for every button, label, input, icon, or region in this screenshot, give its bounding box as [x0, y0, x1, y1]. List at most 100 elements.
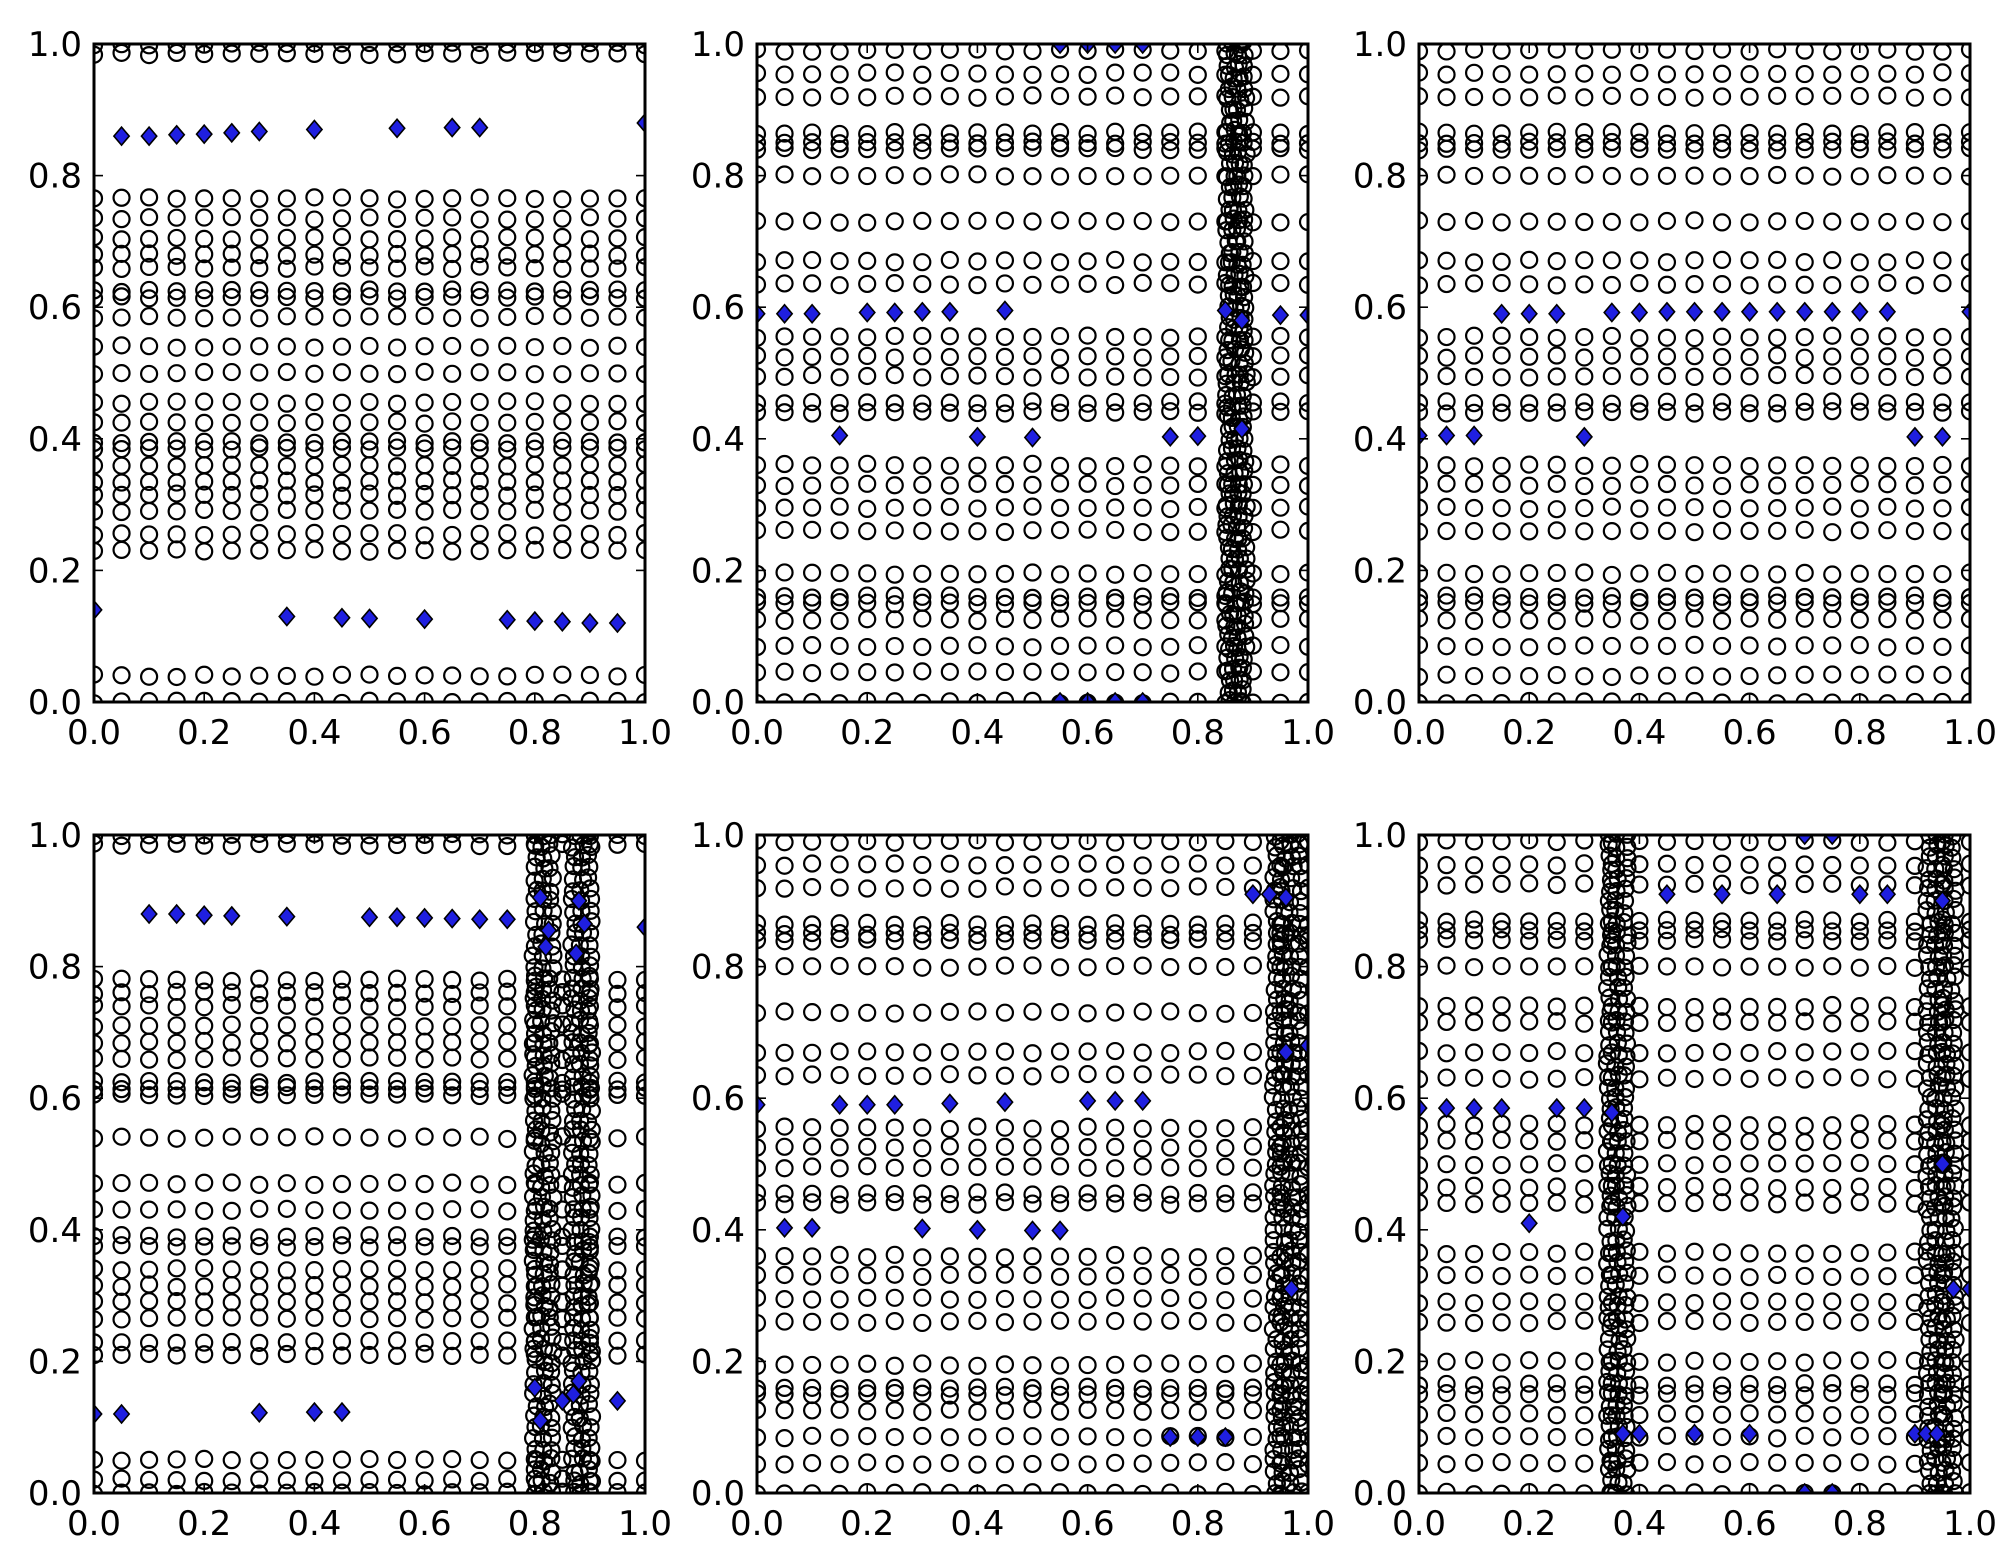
circle-marker	[775, 693, 794, 702]
circle-marker	[1492, 166, 1511, 185]
circle-marker	[1161, 123, 1180, 142]
circle-marker	[1133, 475, 1152, 495]
circle-marker	[1216, 1247, 1235, 1266]
circle-marker	[1823, 1406, 1842, 1425]
circle-marker	[94, 393, 104, 412]
circle-marker	[443, 228, 462, 247]
circle-marker	[995, 564, 1015, 583]
circle-marker	[1905, 611, 1925, 630]
circle-marker	[1419, 835, 1429, 852]
circle-marker	[1933, 455, 1952, 475]
circle-marker	[1713, 1485, 1732, 1493]
circle-marker	[443, 997, 462, 1016]
circle-marker	[1133, 835, 1152, 850]
circle-marker	[608, 209, 627, 228]
circle-marker	[1917, 1364, 1937, 1383]
circle-marker	[1598, 1078, 1618, 1097]
circle-marker	[1823, 911, 1842, 930]
circle-marker	[1216, 1184, 1235, 1203]
x-tick-label: 0.0	[67, 1504, 121, 1544]
circle-marker	[167, 1333, 186, 1352]
circle-marker	[387, 289, 407, 308]
circle-marker	[1106, 327, 1125, 347]
circle-marker	[968, 347, 987, 366]
circle-marker	[387, 835, 407, 844]
circle-marker	[498, 1175, 517, 1195]
circle-marker	[1878, 931, 1897, 950]
circle-marker	[1850, 912, 1869, 931]
circle-marker	[1795, 1070, 1814, 1089]
circle-marker	[1712, 693, 1732, 702]
circle-marker	[968, 1290, 987, 1309]
circle-marker	[94, 281, 104, 300]
circle-marker	[1905, 636, 1925, 655]
circle-marker	[1712, 1292, 1732, 1311]
circle-marker	[1133, 132, 1152, 151]
circle-marker	[1437, 1313, 1456, 1332]
circle-marker	[1437, 586, 1456, 605]
x-tick-label: 1.0	[1943, 713, 1997, 753]
circle-marker	[1188, 915, 1207, 934]
circle-marker	[1437, 1155, 1456, 1174]
circle-marker	[415, 1078, 434, 1098]
circle-marker	[1878, 521, 1897, 540]
circle-marker	[1917, 1131, 1937, 1150]
circle-marker	[1050, 1185, 1070, 1204]
circle-marker	[277, 971, 296, 990]
circle-marker	[112, 1469, 131, 1488]
circle-marker	[885, 140, 904, 159]
circle-marker	[1106, 63, 1125, 82]
circle-marker	[802, 123, 822, 142]
circle-marker	[1657, 402, 1677, 421]
circle-marker	[1657, 392, 1677, 411]
circle-marker	[470, 45, 489, 65]
circle-marker	[995, 1313, 1015, 1332]
circle-marker	[1768, 1292, 1787, 1311]
circle-marker	[995, 956, 1015, 975]
circle-marker	[757, 140, 767, 159]
circle-marker	[802, 211, 822, 230]
circle-marker	[1419, 402, 1429, 422]
circle-marker	[1905, 476, 1925, 495]
diamond-marker	[1419, 425, 1428, 446]
circle-marker	[1905, 212, 1925, 231]
circle-marker	[1878, 835, 1897, 852]
circle-marker	[1740, 167, 1759, 186]
circle-marker	[775, 1067, 794, 1086]
circle-marker	[1161, 252, 1180, 271]
circle-marker	[1602, 587, 1621, 606]
diamond-marker	[1928, 1423, 1946, 1445]
circle-marker	[940, 1065, 959, 1084]
circle-marker	[1492, 956, 1511, 976]
circle-marker	[1905, 1155, 1925, 1174]
circle-marker	[1234, 288, 1254, 307]
x-tick-label: 1.0	[618, 1504, 672, 1544]
circle-marker	[1298, 663, 1308, 682]
circle-marker	[802, 65, 822, 84]
circle-marker	[995, 588, 1015, 607]
circle-marker	[195, 281, 214, 300]
circle-marker	[140, 1200, 159, 1219]
circle-marker	[1795, 1292, 1814, 1311]
circle-marker	[112, 1345, 131, 1364]
circle-marker	[1106, 1384, 1125, 1404]
circle-marker	[1657, 1384, 1677, 1403]
panel-top-right-markers	[1419, 44, 1970, 702]
circle-marker	[277, 456, 296, 476]
circle-marker	[1106, 1159, 1125, 1178]
circle-marker	[1712, 44, 1732, 59]
circle-marker	[968, 1247, 987, 1266]
circle-marker	[1437, 1266, 1456, 1285]
circle-marker	[1630, 636, 1649, 655]
circle-marker	[305, 281, 324, 301]
circle-marker	[1161, 402, 1180, 421]
circle-marker	[1630, 499, 1649, 518]
circle-marker	[1133, 1139, 1152, 1158]
circle-marker	[775, 1159, 794, 1178]
circle-marker	[1712, 564, 1732, 583]
circle-marker	[1492, 594, 1511, 613]
circle-marker	[1575, 1427, 1594, 1447]
circle-marker	[1078, 212, 1097, 231]
circle-marker	[1419, 997, 1429, 1016]
circle-marker	[1768, 275, 1787, 294]
